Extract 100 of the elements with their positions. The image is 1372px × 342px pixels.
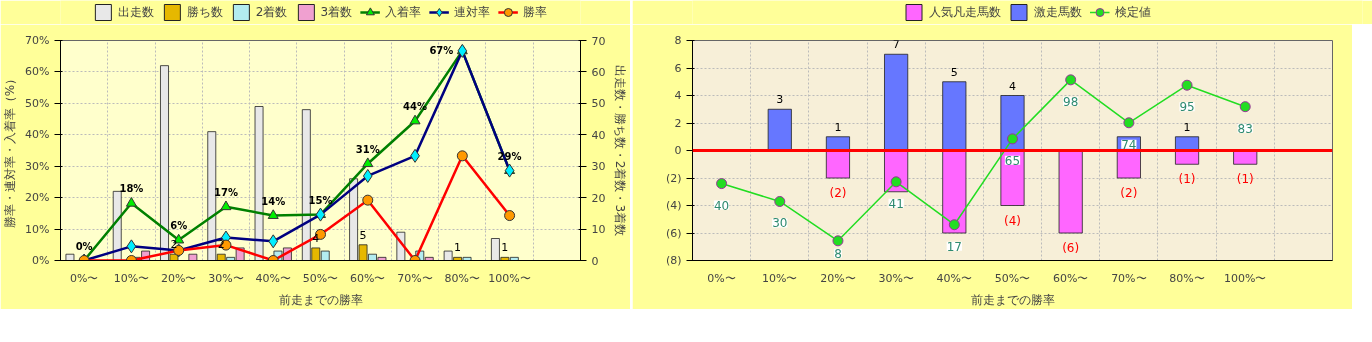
x-tick-label: 0%〜 xyxy=(69,271,99,285)
data-label: 3 xyxy=(776,93,784,107)
x-tick-label: 40%〜 xyxy=(936,271,973,285)
bar xyxy=(884,53,909,151)
data-label: (6) xyxy=(1062,241,1080,255)
x-axis-title: 前走までの勝率 xyxy=(278,292,363,307)
legend-label: 勝ち数 xyxy=(186,3,223,21)
data-label: 1 xyxy=(834,120,842,134)
data-label: 18% xyxy=(119,183,144,195)
legend-label: 人気凡走馬数 xyxy=(928,3,1001,21)
data-label: (2) xyxy=(1120,186,1138,200)
y2-tick-label: 30 xyxy=(591,160,606,174)
y2-tick-label: 70 xyxy=(591,34,606,48)
data-label: (2) xyxy=(829,186,847,200)
x-tick-label: 50%〜 xyxy=(994,271,1031,285)
data-label: 14% xyxy=(261,195,286,207)
legend-label: 入着率 xyxy=(385,3,422,21)
x-tick-label: 60%〜 xyxy=(1052,271,1089,285)
data-label: 2 xyxy=(170,238,178,252)
bar xyxy=(767,108,792,151)
point xyxy=(1065,74,1077,86)
point xyxy=(832,235,844,247)
legend-label: 連対率 xyxy=(454,3,491,21)
data-label: 8 xyxy=(834,246,842,261)
data-label: 4 xyxy=(1009,79,1016,93)
y-tick-label: (2) xyxy=(665,171,682,185)
x-tick-label: 30%〜 xyxy=(208,271,244,285)
x-axis-title: 前走までの勝率 xyxy=(970,292,1055,307)
data-label: 40 xyxy=(713,198,730,213)
legend-label: 出走数 xyxy=(117,3,154,21)
y2-tick-label: 50 xyxy=(591,97,606,111)
y-tick-label: 20% xyxy=(25,191,50,205)
y-tick-label: 70% xyxy=(25,34,50,47)
y-tick-label: (6) xyxy=(665,226,682,240)
x-tick-label: 20%〜 xyxy=(820,271,856,285)
data-label: 1 xyxy=(454,241,462,255)
bar xyxy=(942,81,967,151)
bar xyxy=(254,106,264,261)
legend-label: 検定値 xyxy=(1114,3,1151,21)
data-label: 83 xyxy=(1237,121,1253,136)
x-tick-label: 0%〜 xyxy=(707,271,736,285)
x-tick-label: 10%〜 xyxy=(762,271,798,285)
data-label: 1 xyxy=(1183,120,1191,134)
x-tick-label: 70%〜 xyxy=(397,271,433,285)
y-axis-title: 勝率・連対率・入着率（%） xyxy=(3,72,18,229)
point xyxy=(890,176,902,188)
y2-tick-label: 40 xyxy=(591,128,606,142)
bar xyxy=(65,253,75,261)
bar xyxy=(1058,150,1083,234)
y-tick-label: (8) xyxy=(665,254,682,267)
data-label: 6% xyxy=(170,220,188,232)
data-label: 41 xyxy=(888,196,904,211)
data-label: 17 xyxy=(946,239,962,254)
point xyxy=(948,219,960,231)
legend-label: 激走馬数 xyxy=(1033,3,1082,21)
data-label: 30 xyxy=(772,216,788,231)
y-tick-label: 30% xyxy=(25,159,50,173)
data-label: 65 xyxy=(1004,153,1021,168)
y-tick-label: 40% xyxy=(25,128,50,142)
data-label: 67% xyxy=(429,45,454,57)
bar xyxy=(825,150,850,179)
y-tick-label: 6 xyxy=(674,61,682,75)
point xyxy=(1181,79,1193,91)
y2-tick-label: 10 xyxy=(591,223,606,237)
data-label: 17% xyxy=(213,186,238,198)
point xyxy=(1239,101,1251,113)
data-label: (1) xyxy=(1236,172,1254,187)
data-label: 31% xyxy=(355,143,380,155)
x-tick-label: 10%〜 xyxy=(113,271,150,285)
y2-axis-title: 出走数・勝ち数・2着数・3着数 xyxy=(613,64,628,237)
bar xyxy=(942,150,967,234)
data-label: (1) xyxy=(1178,172,1196,187)
x-tick-label: 100%〜 xyxy=(1224,271,1267,285)
x-tick-label: 20%〜 xyxy=(160,271,197,285)
point xyxy=(1123,117,1135,129)
y-tick-label: 10% xyxy=(25,222,50,236)
data-label: (4) xyxy=(1004,213,1021,228)
data-label: 5 xyxy=(359,228,367,242)
y-tick-label: 0 xyxy=(674,144,682,157)
point xyxy=(1007,133,1018,145)
x-tick-label: 70%〜 xyxy=(1111,271,1147,285)
y-tick-label: 4 xyxy=(674,89,682,102)
point xyxy=(716,178,728,190)
x-tick-label: 30%〜 xyxy=(878,271,914,285)
bar xyxy=(1116,150,1141,179)
y2-tick-label: 60 xyxy=(591,65,606,79)
data-label: 5 xyxy=(950,65,958,79)
y2-tick-label: 0 xyxy=(591,254,599,268)
data-label: 98 xyxy=(1063,94,1079,109)
y-tick-label: 0% xyxy=(32,254,50,267)
data-label: 0% xyxy=(75,240,93,252)
y-tick-label: (4) xyxy=(665,199,682,212)
y-tick-label: 50% xyxy=(25,96,50,110)
y-tick-label: 60% xyxy=(25,65,50,79)
x-tick-label: 100%〜 xyxy=(488,271,531,285)
point xyxy=(774,195,786,207)
y2-tick-label: 20 xyxy=(591,191,606,205)
data-label: 1 xyxy=(501,241,509,255)
y-tick-label: 8 xyxy=(674,34,682,47)
legend-label: 2着数 xyxy=(255,3,288,21)
